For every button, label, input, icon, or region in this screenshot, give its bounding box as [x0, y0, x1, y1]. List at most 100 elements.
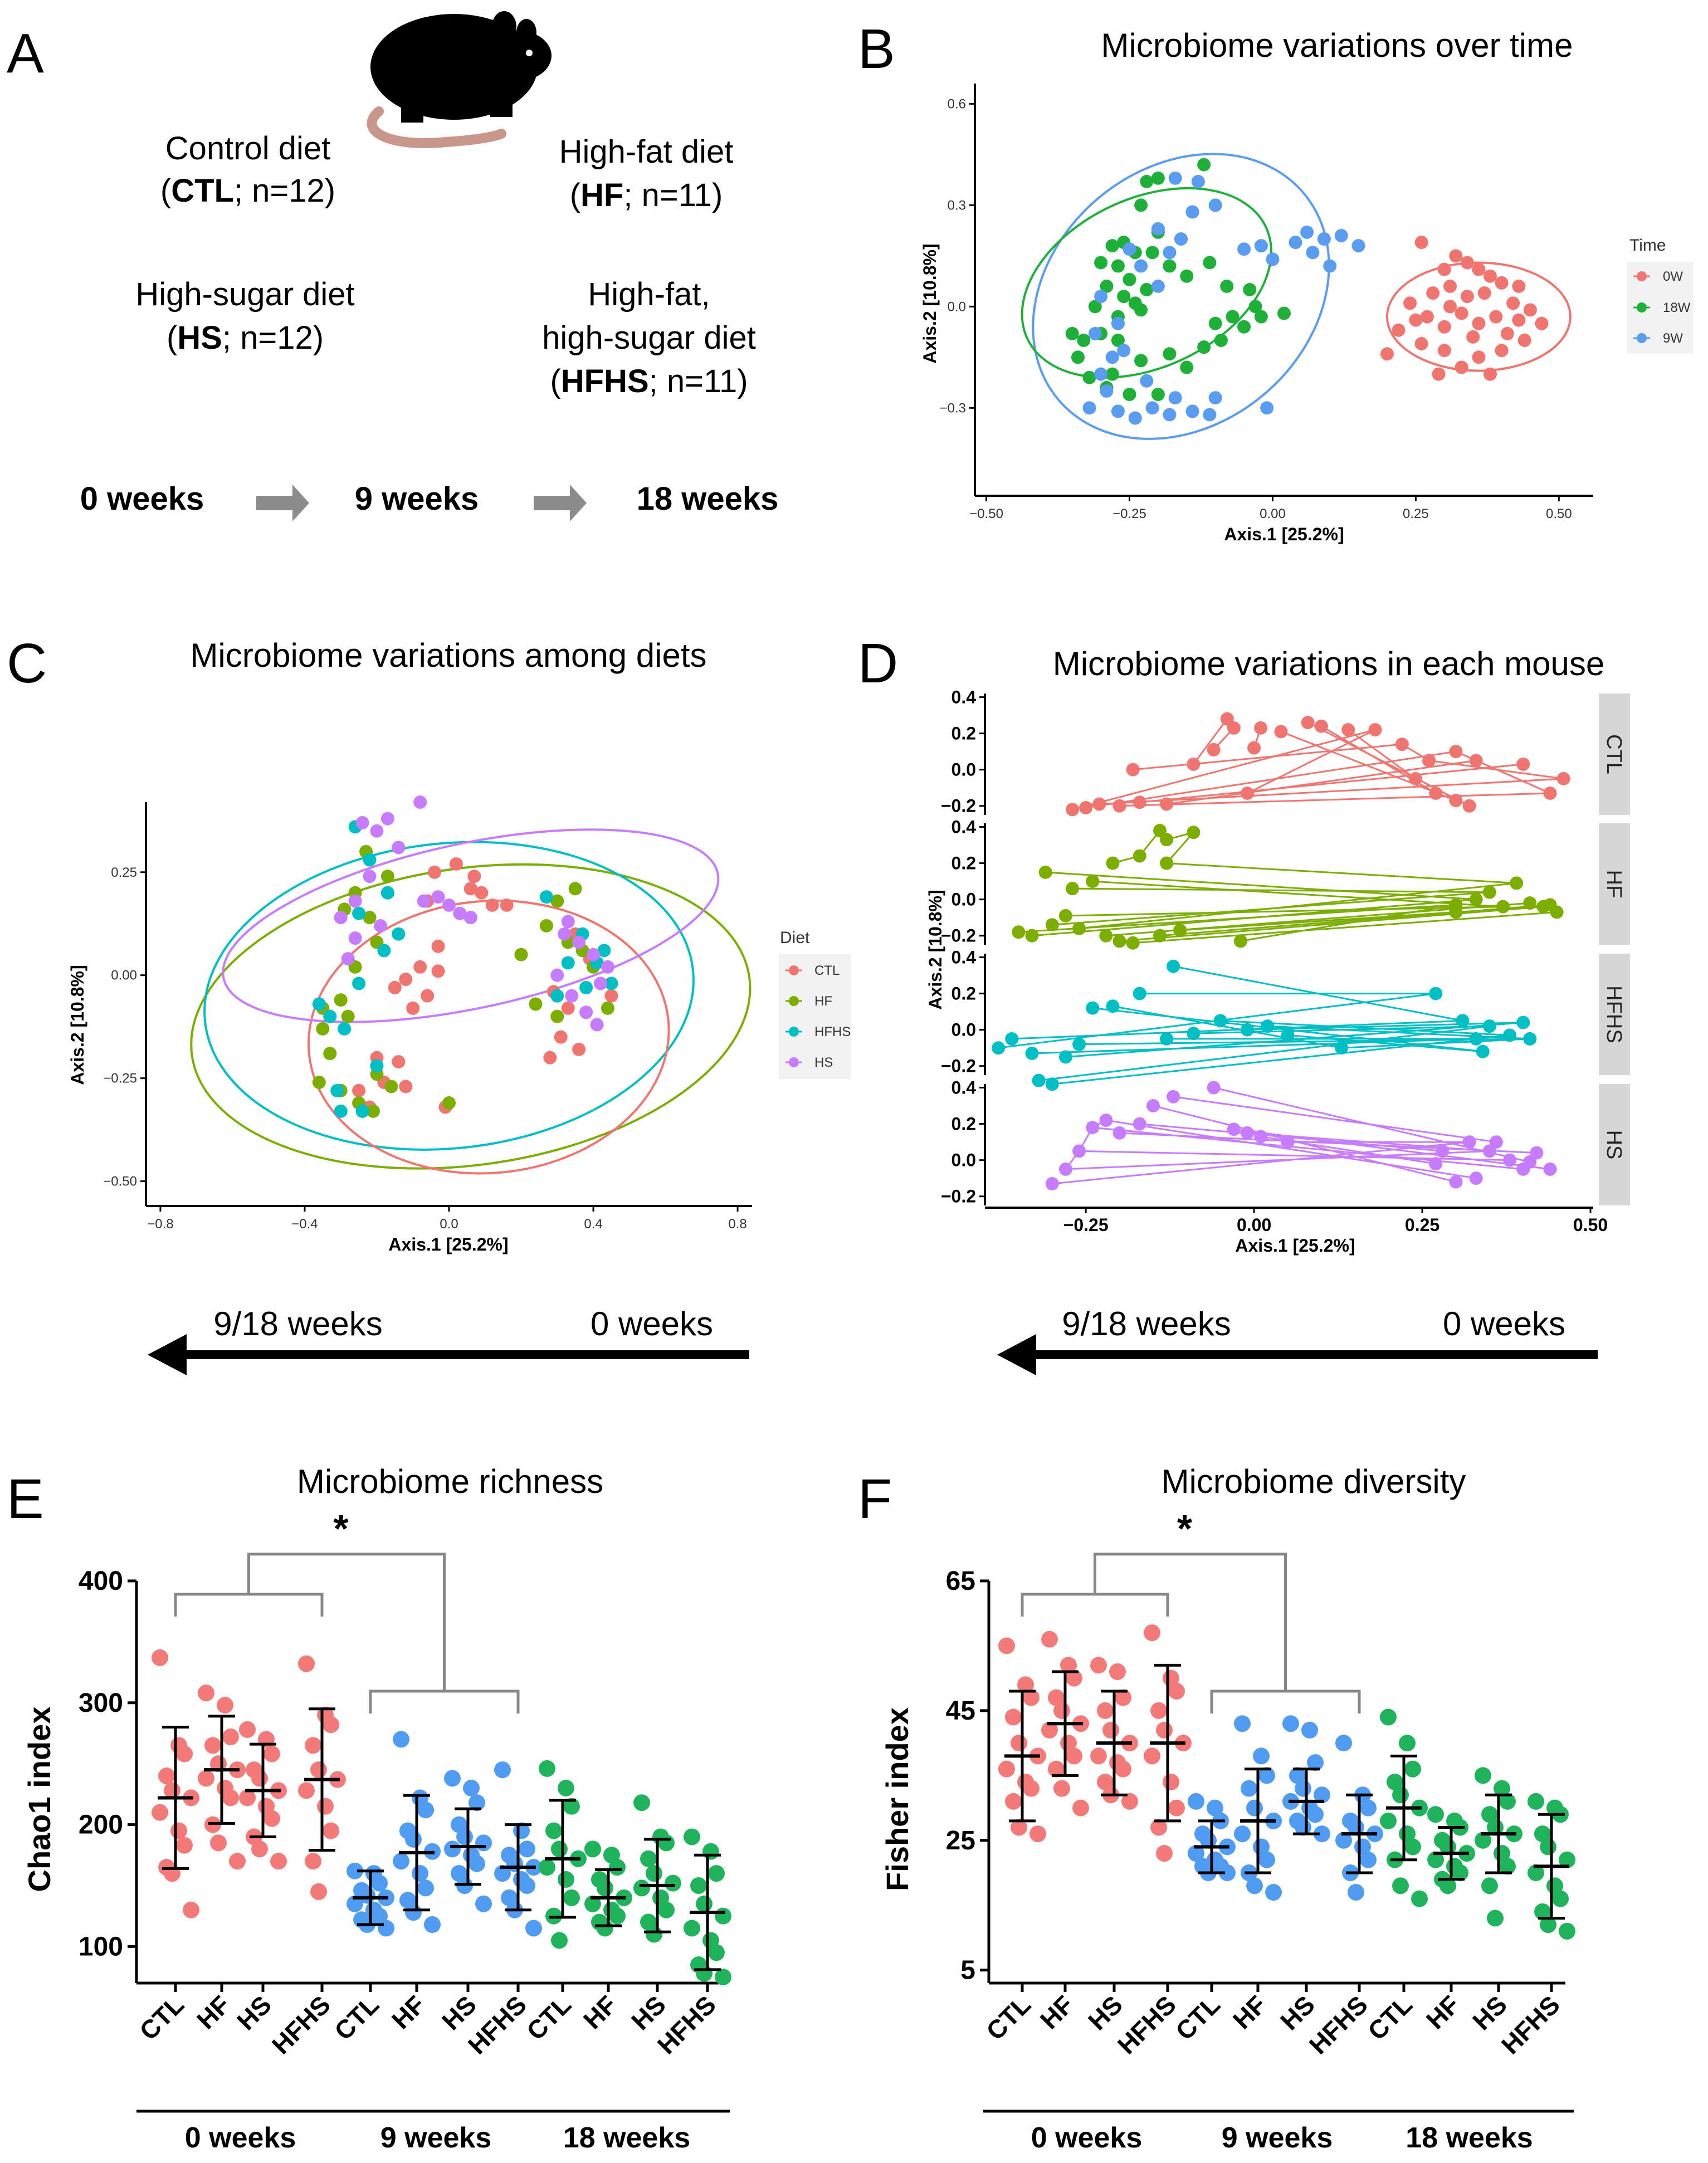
point-ctl	[1254, 721, 1268, 735]
trajectory-line	[1072, 887, 1490, 893]
data-point	[1387, 1774, 1403, 1790]
point-hs	[1462, 1135, 1476, 1149]
chart-f-ylabel: Fisher index	[880, 1707, 915, 1891]
point-hfhs	[334, 1104, 348, 1118]
point-0w	[1495, 344, 1509, 358]
y-tick-label: 0.4	[951, 1078, 977, 1098]
data-point	[1559, 1851, 1575, 1868]
data-point	[1534, 1903, 1551, 1920]
x-tick-label: CTL	[980, 1990, 1036, 2045]
point-0w	[1535, 316, 1549, 330]
point-hf	[1112, 934, 1126, 948]
mouse-icon	[367, 11, 552, 148]
point-9w	[1105, 350, 1119, 364]
point-18w	[1277, 306, 1291, 320]
chart-b-ylabel: Axis.2 [10.8%]	[920, 243, 940, 363]
point-18w	[1117, 290, 1131, 304]
point-18w	[1203, 256, 1217, 270]
data-point	[1475, 1832, 1491, 1849]
trajectory-line	[1173, 965, 1463, 1022]
x-tick-label: 0.00	[1260, 506, 1286, 521]
data-point	[1144, 1747, 1160, 1765]
bracket-0-weeks	[174, 1593, 324, 1617]
group-label: 0 weeks	[1031, 2122, 1143, 2154]
point-hf	[367, 1104, 380, 1118]
trajectory-line	[1193, 718, 1228, 765]
point-18w	[1134, 354, 1148, 368]
point-hs	[1254, 1130, 1268, 1144]
y-tick-label: 0.3	[948, 198, 966, 213]
data-point	[1487, 1910, 1504, 1927]
data-point	[1404, 1760, 1421, 1778]
ellipse-hfhs	[203, 841, 695, 1151]
point-9w	[1123, 242, 1136, 256]
point-hfhs	[1469, 1032, 1483, 1046]
legend-hs: HS	[785, 1055, 833, 1070]
data-point	[1427, 1806, 1444, 1823]
x-tick-label: 0.8	[728, 1217, 746, 1232]
point-0w	[1455, 306, 1468, 320]
point-hfhs	[1187, 1027, 1201, 1041]
y-tick-label: 5	[960, 1956, 975, 1985]
point-hf	[514, 948, 528, 961]
point-hfhs	[1456, 1014, 1470, 1028]
data-point	[1023, 1780, 1040, 1797]
x-tick-label: HF	[1034, 1990, 1079, 2034]
y-tick-label: 0.0	[951, 760, 976, 780]
data-point	[347, 1895, 363, 1912]
point-hf	[363, 911, 377, 925]
point-0w	[1523, 303, 1537, 317]
data-point	[222, 1729, 239, 1746]
point-hs	[1429, 1157, 1443, 1171]
data-point	[1265, 1883, 1282, 1901]
diet-hs: High-sugar diet (HS; n=12)	[135, 276, 354, 356]
point-9w	[1151, 279, 1165, 293]
point-hs	[1133, 1117, 1146, 1131]
point-hs	[590, 1018, 604, 1032]
data-point	[239, 1789, 256, 1806]
point-hf	[1160, 856, 1174, 870]
data-point	[1163, 1774, 1179, 1790]
data-point	[998, 1637, 1015, 1654]
point-0w	[1449, 249, 1463, 263]
point-ctl	[421, 989, 435, 1003]
trajectory-line	[1119, 906, 1544, 942]
y-tick-label: 100	[79, 1932, 123, 1961]
point-hf	[341, 1009, 355, 1023]
timeline-arrow-2	[534, 485, 587, 521]
x-tick-label: 0.25	[1403, 506, 1429, 521]
diet-hs-name: High-sugar diet	[135, 276, 354, 313]
point-18w	[1145, 246, 1159, 260]
point-hs	[579, 1005, 593, 1019]
x-tick-label: −0.25	[1112, 506, 1146, 521]
point-hf	[1099, 929, 1113, 943]
group-label: 9 weeks	[1222, 2122, 1333, 2154]
facet-hs: −0.2 0.0 0.2 0.4 HS	[941, 1078, 1630, 1207]
data-point	[1540, 1916, 1556, 1933]
data-point	[412, 1865, 428, 1882]
timeline-0-weeks: 0 weeks	[80, 481, 204, 517]
data-point	[1246, 1799, 1263, 1817]
bracket-0-weeks	[1021, 1593, 1169, 1617]
diet-hfhs-name2: high-sugar diet	[542, 320, 756, 356]
point-9w	[1266, 252, 1280, 266]
y-tick-label: 45	[946, 1696, 975, 1726]
chart-d-xlabel: Axis.1 [25.2%]	[1235, 1236, 1355, 1256]
data-point	[658, 1901, 675, 1918]
group-label: 18 weeks	[1406, 2122, 1533, 2154]
x-tick-label: CTL	[1170, 1990, 1226, 2045]
point-9w	[1163, 246, 1177, 260]
x-tick-label: 0.0	[440, 1217, 458, 1232]
data-point	[1399, 1735, 1416, 1752]
data-point	[371, 1874, 388, 1892]
point-hf	[1072, 921, 1086, 935]
group-label: 9 weeks	[380, 2122, 492, 2154]
data-point	[1150, 1819, 1167, 1836]
data-point	[456, 1828, 473, 1845]
chart-b-plot: −0.50 −0.25 0.00 0.25 0.50 −0.3 0.0 0.3 0.6	[940, 84, 1593, 521]
point-0w	[1512, 279, 1526, 293]
point-18w	[1197, 340, 1211, 354]
point-18w	[1100, 279, 1114, 293]
trajectory-line	[1247, 729, 1376, 794]
